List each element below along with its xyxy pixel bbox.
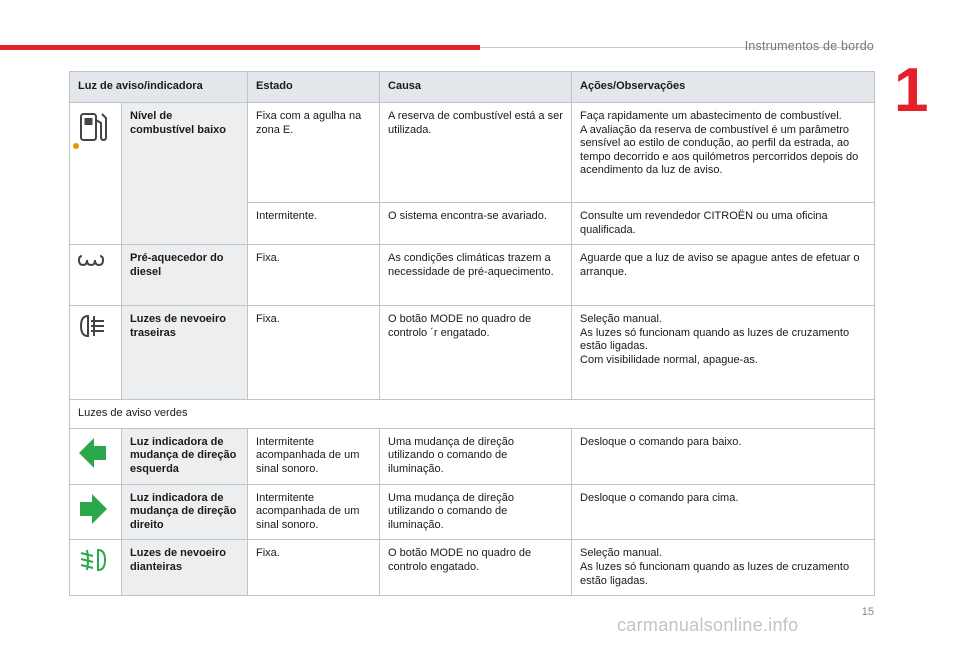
warning-lights-table: Luz de aviso/indicadora Estado Causa Açõ… [68, 71, 876, 597]
header-acoes: Ações/Observações [571, 71, 876, 103]
row-name-front-fog: Luzes de nevoeiro dianteiras [120, 539, 249, 597]
icon-cell [69, 539, 122, 597]
acoes-line: Faça rapidamente um abastecimento de com… [580, 110, 842, 122]
section-row: Luzes de aviso verdes [68, 399, 876, 429]
table-row: Pré-aquecedor do diesel Fixa. As condiçõ… [69, 244, 876, 307]
acoes-line: As luzes só funcionam quando as luzes de… [580, 560, 850, 587]
icon-cell [69, 244, 122, 307]
cell-estado: Fixa com a agulha na zona E. [247, 102, 381, 203]
header-estado: Estado [247, 71, 381, 103]
row-name-left-turn: Luz indicadora de mudança de direção esq… [120, 427, 249, 485]
table-row: Intermitente. O sistema encontra-se avar… [70, 201, 876, 246]
cell-acoes: Aguarde que a luz de aviso se apague ant… [571, 244, 876, 307]
header-accent-bar [0, 45, 480, 50]
cell-causa: A reserva de combustível está a ser util… [379, 102, 573, 203]
cell-causa: O botão MODE no quadro de controlo engat… [379, 539, 573, 597]
page-number: 15 [861, 606, 874, 618]
left-arrow-icon [79, 437, 106, 468]
acoes-line: A avaliação da reserva de combustível é … [580, 123, 859, 177]
cell-acoes: Desloque o comando para baixo. [571, 427, 876, 485]
cell-estado: Intermitente acompanhada de um sinal son… [247, 483, 381, 541]
cell-causa: Uma mudança de direção utilizando o coma… [379, 427, 573, 485]
icon-cell [69, 305, 122, 401]
header-luz: Luz de aviso/indicadora [68, 71, 249, 103]
acoes-line: As luzes só funcionam quando as luzes de… [580, 326, 850, 353]
cell-acoes: Seleção manual. As luzes só funcionam qu… [571, 305, 876, 401]
cell-acoes: Faça rapidamente um abastecimento de com… [571, 102, 876, 203]
table-header-row: Luz de aviso/indicadora Estado Causa Açõ… [68, 71, 876, 103]
icon-cell [69, 427, 122, 485]
table-row: Luz indicadora de mudança de direção esq… [69, 427, 876, 485]
row-name-preheat: Pré-aquecedor do diesel [120, 244, 249, 307]
cell-causa: O sistema encontra-se avariado. [379, 201, 573, 246]
rear-fog-lamp-icon [79, 315, 104, 338]
header-causa: Causa [379, 71, 573, 103]
orange-indicator-dot [73, 143, 79, 149]
table-row: Luzes de nevoeiro traseiras Fixa. O botã… [69, 305, 876, 401]
chapter-number: 1 [894, 56, 929, 125]
watermark-text: carmanualsonline.info [617, 615, 799, 635]
cell-causa: O botão MODE no quadro de controlo ´r en… [379, 305, 573, 401]
table-row: Nível de combustível baixo Fixa com a ag… [69, 101, 876, 246]
row-name-fuel: Nível de combustível baixo [120, 101, 249, 246]
section-label-green: Luzes de aviso verdes [68, 399, 876, 429]
acoes-line: Com visibilidade normal, apague-as. [580, 353, 758, 366]
header-divider [480, 47, 872, 48]
cell-acoes: Seleção manual. As luzes só funcionam qu… [571, 539, 876, 597]
icon-cell [69, 101, 122, 246]
right-arrow-icon [80, 493, 107, 524]
table-row: Luzes de nevoeiro dianteiras Fixa. O bot… [69, 539, 876, 597]
fuel-pump-icon [80, 113, 107, 142]
icon-cell [69, 483, 122, 541]
cell-estado: Fixa. [247, 539, 381, 597]
section-title: Instrumentos de bordo [744, 39, 874, 53]
cell-estado: Fixa. [247, 244, 381, 307]
cell-causa: Uma mudança de direção utilizando o coma… [379, 483, 573, 541]
cell-estado: Fixa. [247, 305, 381, 401]
cell-estado: Intermitente acompanhada de um sinal son… [247, 427, 381, 485]
acoes-line: Seleção manual. [580, 547, 662, 560]
acoes-line: Seleção manual. [580, 313, 662, 326]
row-name-rear-fog: Luzes de nevoeiro traseiras [120, 305, 249, 401]
cell-acoes: Consulte um revendedor CITROËN ou uma of… [571, 201, 876, 246]
row-name-right-turn: Luz indicadora de mudança de direção dir… [120, 483, 249, 541]
table-row: Luz indicadora de mudança de direção dir… [69, 483, 876, 541]
glow-plug-icon [78, 255, 105, 267]
cell-estado: Intermitente. [247, 201, 381, 246]
front-fog-lamp-icon [80, 549, 107, 572]
cell-acoes: Desloque o comando para cima. [571, 483, 876, 541]
cell-causa: As condições climáticas trazem a necessi… [379, 244, 573, 307]
